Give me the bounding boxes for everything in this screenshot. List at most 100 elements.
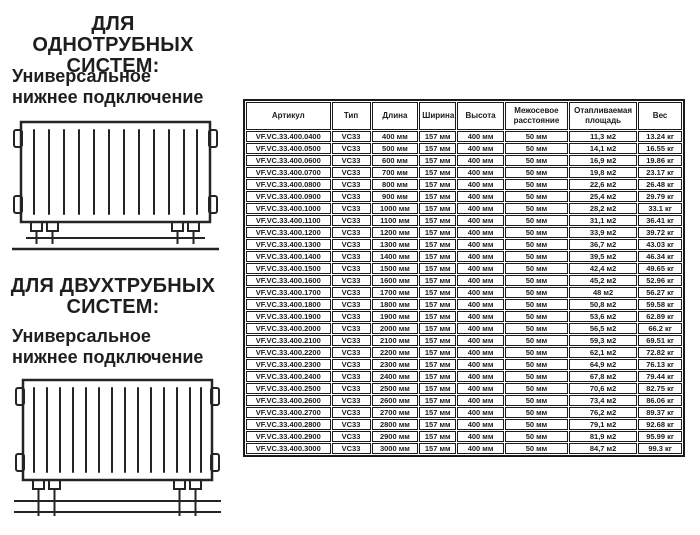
table-cell: VC33 [331,323,371,334]
spec-table-wrap: Артикул Тип Длина Ширина Высота Межосево… [243,99,685,457]
table-cell: 50 мм [504,191,568,202]
table-cell: 62.89 кг [638,311,682,322]
subheading-line: нижнее подключение [12,346,204,367]
table-cell: VF.VC.33.400.2200 [246,347,331,358]
table-cell: VF.VC.33.400.1300 [246,239,331,250]
table-cell: VF.VC.33.400.0600 [246,155,331,166]
table-cell: 400 мм [457,419,504,430]
table-cell: 400 мм [371,131,419,142]
table-cell: 400 мм [457,251,504,262]
table-cell: 157 мм [419,215,457,226]
table-cell: 50 мм [504,335,568,346]
table-cell: 86.06 кг [638,395,682,406]
table-cell: 50 мм [504,419,568,430]
table-row: VF.VC.33.400.2800 VC33 2800 мм 157 мм 400 мм… [246,419,682,430]
table-cell: 26.48 кг [638,179,682,190]
table-cell: VF.VC.33.400.2900 [246,431,331,442]
col-header-article: Артикул [246,102,331,130]
table-cell: 400 мм [457,227,504,238]
col-header-type: Тип [331,102,371,130]
table-row: VF.VC.33.400.1400 VC33 1400 мм 157 мм 400 мм… [246,251,682,262]
table-cell: 39.72 кг [638,227,682,238]
table-cell: 400 мм [457,179,504,190]
table-cell: VF.VC.33.400.0800 [246,179,331,190]
table-row: VF.VC.33.400.0900 VC33 900 мм 157 мм 400 мм 5… [246,191,682,202]
table-cell: 33.1 кг [638,203,682,214]
table-cell: 400 мм [457,167,504,178]
col-header-weight: Вес [638,102,682,130]
table-cell: VC33 [331,419,371,430]
col-header-axis-distance: Межосевое расстояние [504,102,568,130]
col-header-height: Высота [457,102,504,130]
table-cell: 14,1 м2 [568,143,638,154]
table-row: VF.VC.33.400.2600 VC33 2600 мм 157 мм 400 мм… [246,395,682,406]
table-cell: 50,8 м2 [568,299,638,310]
table-cell: 157 мм [419,191,457,202]
table-cell: 13.24 кг [638,131,682,142]
table-row: VF.VC.33.400.2100 VC33 2100 мм 157 мм 400 мм… [246,335,682,346]
table-cell: 2600 мм [371,395,419,406]
radiator-diagram-two-pipe [14,378,221,516]
table-cell: 23.17 кг [638,167,682,178]
table-cell: VF.VC.33.400.2600 [246,395,331,406]
table-cell: VC33 [331,203,371,214]
radiator-diagram-single-pipe [12,120,219,251]
table-cell: 157 мм [419,407,457,418]
table-cell: VC33 [331,407,371,418]
table-cell: 53,6 м2 [568,311,638,322]
table-row: VF.VC.33.400.2700 VC33 2700 мм 157 мм 400 мм… [246,407,682,418]
table-cell: VF.VC.33.400.0500 [246,143,331,154]
table-cell: VC33 [331,155,371,166]
table-cell: VF.VC.33.400.1000 [246,203,331,214]
spec-table: Артикул Тип Длина Ширина Высота Межосево… [243,99,685,457]
table-row: VF.VC.33.400.1600 VC33 1600 мм 157 мм 400 мм… [246,275,682,286]
table-cell: 29.79 кг [638,191,682,202]
subheading-line: Универсальное [12,326,151,346]
table-cell: 48 м2 [568,287,638,298]
table-cell: 16,9 м2 [568,155,638,166]
table-cell: VF.VC.33.400.2500 [246,383,331,394]
table-cell: 3000 мм [371,443,419,454]
table-cell: VC33 [331,443,371,454]
table-row: VF.VC.33.400.3000 VC33 3000 мм 157 мм 400 мм… [246,443,682,454]
table-cell: 92.68 кг [638,419,682,430]
table-cell: 400 мм [457,263,504,274]
table-cell: 36.41 кг [638,215,682,226]
table-cell: 50 мм [504,359,568,370]
table-cell: 43.03 кг [638,239,682,250]
table-cell: 1800 мм [371,299,419,310]
table-cell: 50 мм [504,299,568,310]
table-cell: 400 мм [457,203,504,214]
table-cell: 50 мм [504,383,568,394]
table-cell: VF.VC.33.400.1900 [246,311,331,322]
table-cell: 1600 мм [371,275,419,286]
table-row: VF.VC.33.400.1700 VC33 1700 мм 157 мм 400 мм… [246,287,682,298]
table-cell: VC33 [331,395,371,406]
table-cell: 52.96 кг [638,275,682,286]
table-cell: 400 мм [457,371,504,382]
table-cell: VC33 [331,299,371,310]
table-cell: 700 мм [371,167,419,178]
table-cell: 157 мм [419,263,457,274]
table-cell: 56,5 м2 [568,323,638,334]
table-cell: VF.VC.33.400.1100 [246,215,331,226]
table-cell: VC33 [331,335,371,346]
table-cell: 11,3 м2 [568,131,638,142]
table-cell: 1000 мм [371,203,419,214]
table-cell: 50 мм [504,143,568,154]
table-cell: 400 мм [457,383,504,394]
table-cell: 36,7 м2 [568,239,638,250]
table-cell: 49.65 кг [638,263,682,274]
table-row: VF.VC.33.400.0600 VC33 600 мм 157 мм 400 мм 5… [246,155,682,166]
table-cell: VC33 [331,227,371,238]
table-cell: VF.VC.33.400.1600 [246,275,331,286]
table-cell: VC33 [331,167,371,178]
table-cell: 2800 мм [371,419,419,430]
table-cell: 62,1 м2 [568,347,638,358]
table-cell: 1100 мм [371,215,419,226]
table-cell: 600 мм [371,155,419,166]
table-cell: 76,2 м2 [568,407,638,418]
table-cell: 800 мм [371,179,419,190]
table-cell: 79.44 кг [638,371,682,382]
table-cell: 89.37 кг [638,407,682,418]
